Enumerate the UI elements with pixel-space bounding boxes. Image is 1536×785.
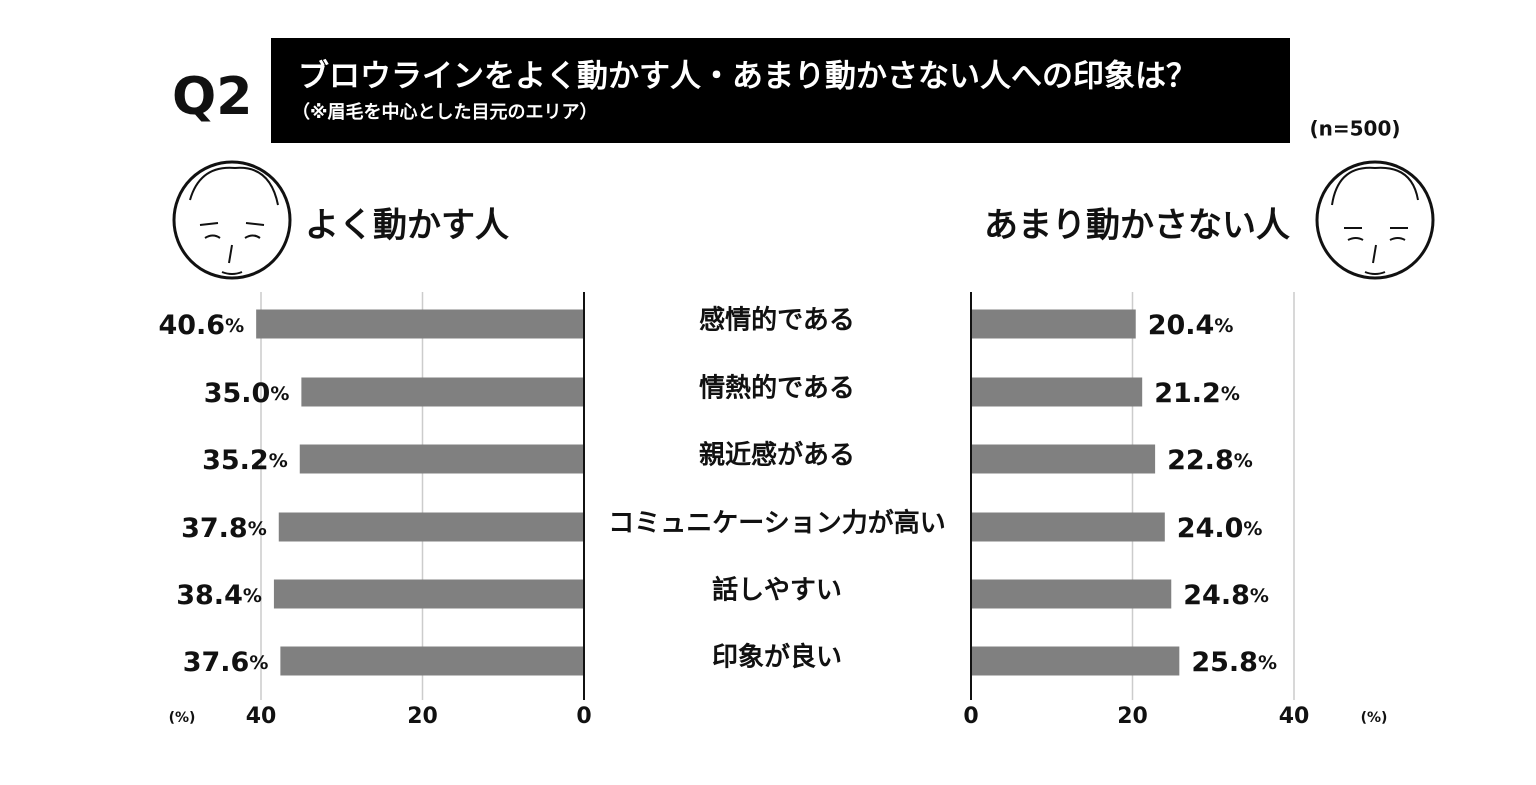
value-unit: % xyxy=(1214,315,1233,337)
bar xyxy=(256,309,584,339)
value-unit: % xyxy=(1234,450,1253,472)
value-label: 37.8% xyxy=(181,513,267,544)
value-label: 24.8% xyxy=(1183,580,1269,611)
value-number: 25.8 xyxy=(1191,647,1258,678)
value-unit: % xyxy=(1250,585,1269,607)
bar xyxy=(971,444,1156,474)
value-unit: % xyxy=(1243,518,1262,540)
bar xyxy=(971,512,1165,542)
bar xyxy=(273,579,584,609)
value-unit: % xyxy=(243,585,262,607)
value-number: 22.8 xyxy=(1167,445,1234,476)
value-number: 20.4 xyxy=(1148,310,1215,341)
category-label: 話しやすい xyxy=(712,575,842,606)
value-unit: % xyxy=(269,450,288,472)
bar xyxy=(278,512,584,542)
value-label: 35.0% xyxy=(204,378,290,409)
value-label: 20.4% xyxy=(1148,310,1234,341)
value-number: 40.6 xyxy=(158,310,225,341)
x-tick-label: 40 xyxy=(246,704,277,729)
x-tick-label: 20 xyxy=(1117,704,1148,729)
value-unit: % xyxy=(1258,652,1277,674)
value-number: 24.0 xyxy=(1177,513,1244,544)
legend-right: あまり動かさない人 xyxy=(984,206,1290,246)
axis-unit-right: (%) xyxy=(1361,710,1388,726)
value-unit: % xyxy=(249,652,268,674)
bar xyxy=(280,646,584,676)
value-label: 37.6% xyxy=(183,647,269,678)
x-tick-label: 0 xyxy=(576,704,591,729)
x-tick-label: 0 xyxy=(963,704,978,729)
value-number: 35.0 xyxy=(204,378,271,409)
chart-title: ブロウラインをよく動かす人・あまり動かさない人への印象は？ xyxy=(298,59,1197,95)
value-label: 40.6% xyxy=(158,310,244,341)
sample-size: (n=500) xyxy=(1309,117,1400,141)
value-unit: % xyxy=(1221,383,1240,405)
value-unit: % xyxy=(270,383,289,405)
x-tick-label: 20 xyxy=(407,704,438,729)
value-label: 22.8% xyxy=(1167,445,1253,476)
x-tick-label: 40 xyxy=(1279,704,1310,729)
value-unit: % xyxy=(225,315,244,337)
value-number: 35.2 xyxy=(202,445,269,476)
bar xyxy=(971,579,1172,609)
value-label: 35.2% xyxy=(202,445,288,476)
category-label: 感情的である xyxy=(699,305,855,336)
value-number: 37.8 xyxy=(181,513,248,544)
bar xyxy=(299,444,584,474)
bar xyxy=(301,377,584,407)
face-left xyxy=(172,160,292,280)
value-number: 37.6 xyxy=(183,647,250,678)
value-unit: % xyxy=(248,518,267,540)
value-label: 24.0% xyxy=(1177,513,1263,544)
bar xyxy=(971,309,1136,339)
value-label: 21.2% xyxy=(1154,378,1240,409)
chart-subtitle: （※眉毛を中心とした目元のエリア） xyxy=(292,101,598,123)
question-label: Q2 xyxy=(172,67,252,127)
title-box xyxy=(271,38,1290,143)
bar xyxy=(971,377,1143,407)
value-label: 25.8% xyxy=(1191,647,1277,678)
bar xyxy=(971,646,1180,676)
category-label: 情熱的である xyxy=(699,373,855,404)
category-label: 印象が良い xyxy=(712,642,842,673)
face-right xyxy=(1315,160,1435,280)
category-label: 親近感がある xyxy=(699,440,855,471)
value-number: 21.2 xyxy=(1154,378,1221,409)
category-label: コミュニケーション力が高い xyxy=(608,508,945,539)
value-label: 38.4% xyxy=(176,580,262,611)
axis-unit-left: (%) xyxy=(169,710,196,726)
value-number: 38.4 xyxy=(176,580,243,611)
legend-left: よく動かす人 xyxy=(305,206,509,246)
value-number: 24.8 xyxy=(1183,580,1250,611)
